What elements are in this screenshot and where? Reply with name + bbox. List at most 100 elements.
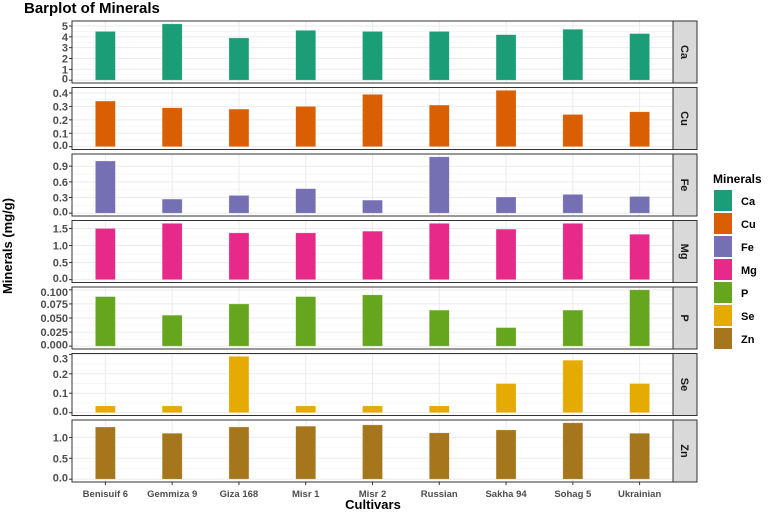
facet-Cu: 0.00.10.2 0.30.4 Cu [53, 87, 698, 152]
facet-strip-label: Ca [678, 45, 690, 60]
bar-Ca-Sohag-5 [562, 28, 584, 81]
legend: Minerals Ca Cu Fe Mg P Se Zn [713, 172, 762, 349]
bar-Cu-Benisuif-6 [95, 100, 116, 147]
bar-Se-Misr-2 [362, 405, 383, 413]
legend-key-Ca [714, 190, 732, 211]
legend-key-Zn [714, 328, 732, 349]
bar-Mg-Gemmiza-9 [161, 223, 183, 280]
bar-P-Benisuif-6 [95, 296, 116, 347]
bar-Fe-Gemmiza-9 [161, 198, 183, 214]
facet-Se: 0.0 0.1 0.2 0.3 Se [53, 353, 698, 418]
bar-Mg-Giza-168 [228, 232, 250, 280]
bar-Ca-Misr-1 [295, 30, 317, 81]
bar-Fe-Benisuif-6 [95, 160, 116, 214]
y-tick-label: 2 [62, 54, 68, 66]
bar-Fe-Sakha-94 [495, 196, 517, 214]
bar-Ca-Gemmiza-9 [161, 23, 183, 81]
bar-Mg-Sohag-5 [562, 223, 584, 280]
y-tick-label: 0.4 [53, 88, 69, 100]
bar-Mg-Misr-2 [362, 230, 383, 280]
facet-strip-label: P [678, 314, 690, 321]
y-tick-label: 0.000 [40, 340, 68, 352]
bar-Cu-Sakha-94 [495, 90, 517, 147]
x-tick-label: Misr 2 [359, 489, 386, 500]
y-tick-label: 0.3 [53, 101, 68, 113]
y-tick-label: 0 [62, 74, 68, 86]
bar-Fe-Misr-1 [295, 188, 317, 214]
bar-Zn-Ukrainian [629, 432, 650, 480]
y-tick-label: 0.0 [53, 273, 68, 285]
x-axis-label: Cultivars [345, 497, 401, 512]
bar-Fe-Giza-168 [228, 195, 250, 214]
bar-Cu-Misr-1 [295, 106, 317, 147]
y-tick-label: 1.0 [53, 241, 68, 253]
x-tick-label: Sakha 94 [485, 489, 527, 500]
y-tick-label: 0.0 [53, 406, 68, 418]
y-tick-label: 0.025 [40, 327, 68, 339]
legend-label: Mg [741, 265, 757, 277]
bar-Fe-Sohag-5 [562, 194, 584, 214]
y-tick-label: 0.0 [53, 473, 68, 485]
bar-Fe-Russian [428, 156, 450, 214]
facet-strip-label: Fe [678, 179, 690, 192]
legend-key-P [714, 282, 732, 303]
y-tick-label: 0.3 [53, 193, 68, 205]
y-tick-label: 0.6 [53, 177, 68, 189]
bar-P-Russian [428, 309, 450, 347]
bar-Se-Benisuif-6 [95, 405, 116, 413]
bar-P-Gemmiza-9 [161, 314, 183, 347]
bar-Se-Giza-168 [228, 356, 250, 413]
bar-Zn-Misr-1 [295, 425, 317, 480]
facet-Zn: 0.0 0.5 1.0 Zn [53, 419, 698, 485]
bar-Zn-Benisuif-6 [95, 426, 116, 480]
facet-strip [672, 153, 698, 217]
y-tick-label: 0.9 [53, 161, 68, 173]
bar-Zn-Misr-2 [362, 424, 383, 480]
legend-label: Se [741, 311, 754, 323]
legend-label: Ca [741, 196, 756, 208]
x-tick-label: Sohag 5 [554, 489, 592, 500]
y-tick-label: 0.0 [53, 140, 68, 152]
x-tick-label: Russian [421, 489, 458, 500]
facet-strip-label: Cu [678, 111, 690, 126]
facet-strip [672, 87, 698, 150]
x-tick-label: Giza 168 [220, 489, 259, 500]
bar-Fe-Ukrainian [629, 196, 650, 214]
x-tick-label: Benisuif 6 [83, 489, 128, 500]
bar-Cu-Ukrainian [629, 111, 650, 147]
y-tick-label: 0.050 [40, 313, 68, 325]
bar-Mg-Benisuif-6 [95, 228, 116, 280]
facet-strip [672, 220, 698, 283]
bar-Zn-Gemmiza-9 [161, 432, 183, 480]
bar-Mg-Ukrainian [629, 233, 650, 280]
bar-Mg-Sakha-94 [495, 228, 517, 280]
y-tick-label: 3 [62, 43, 68, 55]
legend-label: P [741, 288, 748, 300]
bar-Ca-Sakha-94 [495, 34, 517, 81]
facet-strip [672, 353, 698, 416]
facet-strip-label: Mg [678, 244, 690, 260]
y-tick-label: 0.0 [53, 207, 68, 219]
bar-Ca-Giza-168 [228, 37, 250, 81]
chart-title: Barplot of Minerals [24, 0, 160, 17]
legend-label: Cu [741, 219, 756, 231]
bar-Ca-Misr-2 [362, 31, 383, 81]
legend-label: Fe [741, 242, 754, 254]
y-tick-label: 0.1 [53, 128, 68, 140]
facet-strip-label: Zn [678, 444, 690, 458]
facet-strip [672, 419, 698, 483]
y-tick-label: 0.075 [40, 299, 68, 311]
bar-Cu-Sohag-5 [562, 114, 584, 147]
legend-key-Fe [714, 236, 732, 257]
bar-Se-Misr-1 [295, 405, 317, 413]
y-tick-label: 1.0 [53, 432, 68, 444]
bar-Se-Gemmiza-9 [161, 405, 183, 413]
facet-strip-label: Se [678, 378, 690, 391]
bar-Se-Ukrainian [629, 383, 650, 413]
x-tick-label: Ukrainian [618, 489, 661, 500]
facet-Mg: 0.0 0.5 1.0 1.5 Mg [53, 220, 698, 285]
facet-Fe: 0.0 0.3 0.6 0.9 Fe [53, 153, 698, 219]
y-tick-label: 1.5 [53, 223, 68, 235]
